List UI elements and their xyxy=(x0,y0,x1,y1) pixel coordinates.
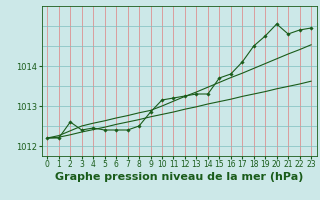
X-axis label: Graphe pression niveau de la mer (hPa): Graphe pression niveau de la mer (hPa) xyxy=(55,172,303,182)
